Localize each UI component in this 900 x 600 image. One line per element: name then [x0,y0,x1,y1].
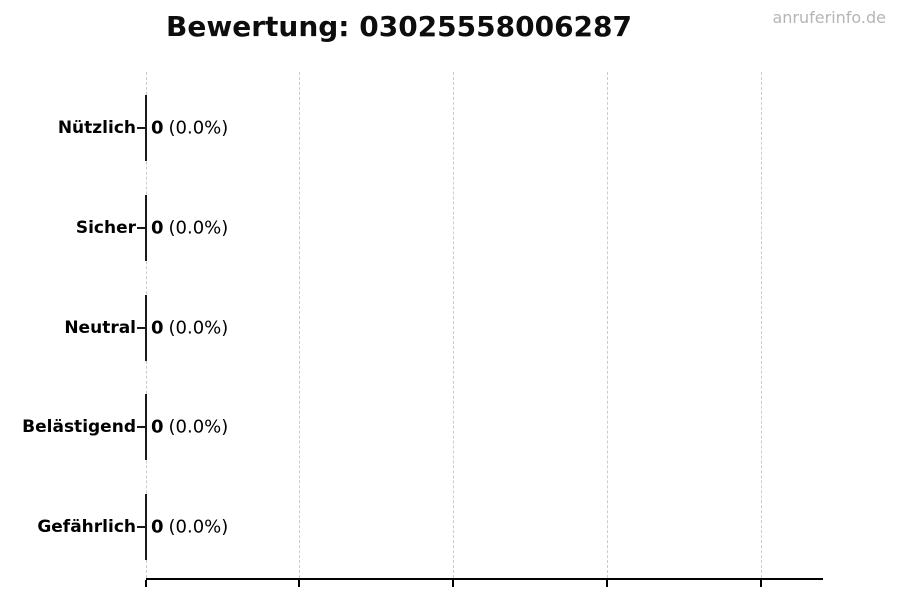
y-axis-tick [137,227,145,229]
y-axis-tick [137,426,145,428]
y-axis-tick [137,526,145,528]
y-axis-tick [137,327,145,329]
bar-nuetzlich [145,95,147,161]
bar-row-belaestigend: Belästigend 0 (0.0%) [0,394,900,460]
bar-row-neutral: Neutral 0 (0.0%) [0,295,900,361]
bar-percent: (0.0%) [168,217,229,239]
category-label: Gefährlich [37,517,136,537]
category-label: Belästigend [22,417,136,437]
x-axis-tick [145,580,147,587]
bar-row-sicher: Sicher 0 (0.0%) [0,195,900,261]
x-axis-tick [452,580,454,587]
x-axis-tick [760,580,762,587]
y-axis-tick [137,127,145,129]
bar-value: 0 [151,317,164,339]
gridline [607,72,608,578]
category-label: Nützlich [57,118,136,138]
bar-value-annotation: 0 (0.0%) [151,118,228,139]
bar-value-annotation: 0 (0.0%) [151,517,228,538]
x-axis-tick [298,580,300,587]
bar-value-annotation: 0 (0.0%) [151,218,228,239]
bar-value-annotation: 0 (0.0%) [151,417,228,438]
bar-percent: (0.0%) [168,516,229,538]
bar-row-nuetzlich: Nützlich 0 (0.0%) [0,95,900,161]
watermark-text: anruferinfo.de [772,8,886,27]
category-label: Neutral [64,318,136,338]
x-axis-tick [606,580,608,587]
bar-percent: (0.0%) [168,117,229,139]
gridline [453,72,454,578]
category-label: Sicher [75,218,136,238]
bar-percent: (0.0%) [168,416,229,438]
bar-percent: (0.0%) [168,317,229,339]
gridline [299,72,300,578]
gridline [761,72,762,578]
bar-value: 0 [151,117,164,139]
chart-title: Bewertung: 03025558006287 [166,10,632,43]
bar-neutral [145,295,147,361]
bar-value: 0 [151,416,164,438]
bar-gefaehrlich [145,494,147,560]
bar-value: 0 [151,217,164,239]
bar-value-annotation: 0 (0.0%) [151,318,228,339]
bar-row-gefaehrlich: Gefährlich 0 (0.0%) [0,494,900,560]
bar-sicher [145,195,147,261]
bar-value: 0 [151,516,164,538]
bar-belaestigend [145,394,147,460]
